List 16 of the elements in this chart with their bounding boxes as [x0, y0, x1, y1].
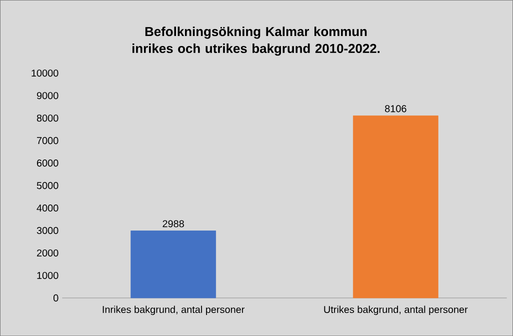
y-tick-label: 10000 — [32, 70, 58, 77]
y-tick-label: 3000 — [36, 226, 58, 234]
y-tick-label: 5000 — [36, 182, 58, 189]
y-tick-label: 2000 — [36, 249, 58, 256]
data-label: 8106 — [385, 105, 406, 112]
y-tick-label: 1000 — [37, 272, 58, 279]
data-label: 2988 — [162, 220, 184, 228]
y-tick-label: 6000 — [36, 159, 58, 167]
y-tick-label: 4000 — [36, 204, 58, 212]
y-tick-label: 8000 — [36, 114, 58, 122]
y-tick-label: 0 — [53, 294, 58, 302]
chart-title: Befolkningsökning Kalmar kommun inrikes och utrikes bakgrund 2010-2022. — [132, 26, 380, 56]
y-tick-label: 9000 — [36, 92, 58, 100]
x-tick-label: Utrikes bakgrund, antal personer — [324, 306, 468, 315]
x-tick-label: Inrikes bakgrund, antal personer — [102, 306, 245, 315]
y-tick-label: 7000 — [37, 136, 58, 144]
